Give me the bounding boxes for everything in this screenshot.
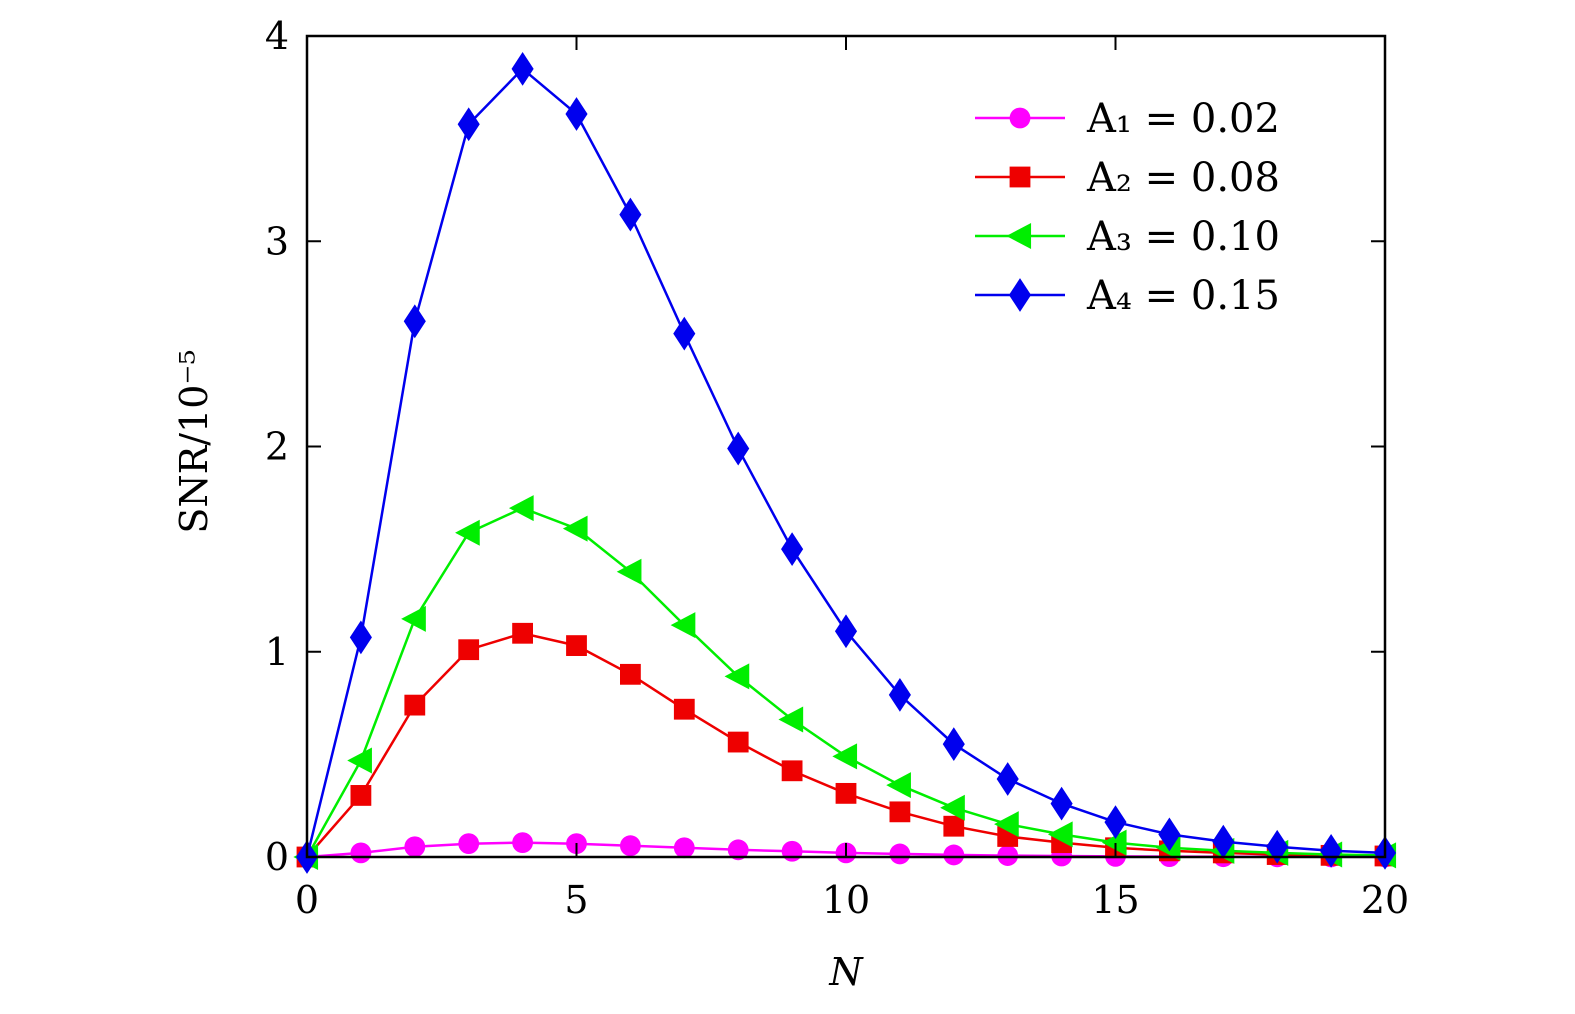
series-2-point — [620, 663, 641, 685]
legend-item: A₁ = 0.02 — [975, 96, 1280, 142]
y-tick-label: 1 — [265, 630, 289, 674]
series-3-point — [401, 605, 426, 632]
series-4-point — [1266, 829, 1289, 864]
series-3-point — [940, 794, 965, 821]
series-1-point — [781, 840, 803, 862]
legend-label: A₃ = 0.10 — [1086, 214, 1280, 260]
series-1-point — [943, 844, 965, 866]
x-tick-label: 20 — [1361, 878, 1409, 922]
legend-marker — [1006, 223, 1032, 249]
series-3 — [293, 495, 1397, 870]
series-2-point — [566, 635, 587, 656]
series-4-point — [834, 614, 858, 649]
series-4-point — [457, 107, 480, 142]
series-2-point — [781, 760, 803, 782]
y-tick-label: 0 — [265, 835, 289, 879]
series-1-point — [727, 839, 749, 861]
series-2-point — [458, 639, 480, 661]
series-3-point — [455, 519, 480, 546]
series-3-point — [508, 495, 534, 522]
series-1-point — [673, 837, 695, 859]
series-3-point — [724, 663, 750, 690]
series-4-point — [727, 431, 750, 466]
series-1-point — [350, 842, 372, 864]
series-2-point — [673, 698, 695, 720]
series-2 — [296, 622, 1396, 868]
legend-marker — [1009, 107, 1031, 129]
series-3-point — [832, 743, 858, 770]
x-tick-label: 15 — [1091, 878, 1139, 922]
series-3-point — [1101, 829, 1127, 856]
x-tick-label: 5 — [564, 878, 588, 922]
series-4-point — [1212, 824, 1235, 859]
y-tick-label: 3 — [265, 219, 289, 263]
series-4-point — [565, 97, 588, 131]
x-tick-label: 0 — [295, 878, 319, 922]
series-2-point — [943, 815, 965, 837]
series-3-point — [347, 747, 372, 774]
series-4-point — [1104, 805, 1127, 840]
series-1-point — [620, 835, 641, 857]
y-tick-label: 4 — [265, 14, 289, 58]
series-4 — [295, 51, 1397, 874]
series-4-point — [996, 762, 1019, 796]
legend-label: A₂ = 0.08 — [1086, 155, 1280, 201]
series-4-point — [403, 304, 426, 339]
series-1-point — [512, 832, 533, 854]
legend-marker — [1008, 278, 1032, 312]
series-4-point — [888, 677, 911, 712]
x-tick-label: 10 — [822, 878, 870, 922]
series-4-point — [781, 532, 804, 567]
series-2-point — [404, 694, 426, 716]
series-3-point — [886, 772, 911, 799]
legend-label: A₁ = 0.02 — [1086, 96, 1280, 142]
series-4-point — [349, 620, 372, 655]
series-4-point — [511, 51, 534, 86]
y-axis-title: SNR/10⁻⁵ — [172, 349, 216, 533]
series-4-point — [673, 316, 696, 351]
series-1-point — [997, 845, 1019, 866]
series-1-point — [889, 843, 911, 865]
series-2-point — [512, 622, 533, 644]
series-2-point — [889, 801, 911, 823]
series-4-point — [1158, 817, 1181, 852]
series-4-point — [942, 727, 965, 762]
series-2-point — [835, 782, 857, 804]
series-3-point — [670, 612, 696, 639]
legend-label: A₄ = 0.15 — [1086, 273, 1280, 319]
legend-item: A₄ = 0.15 — [975, 273, 1280, 319]
series-3-point — [994, 811, 1019, 838]
series-1-point — [404, 836, 426, 858]
legend: A₁ = 0.02 A₂ = 0.08 A₃ = 0.10 A₄ = 0.15 — [975, 96, 1280, 319]
series-2-point — [727, 731, 749, 753]
ticks-layer: 0 5 10 15 20 0 1 2 3 4 — [265, 14, 1409, 922]
legend-item: A₃ = 0.10 — [975, 214, 1280, 260]
series-4-point — [619, 197, 642, 232]
series-3-point — [616, 558, 642, 585]
y-tick-label: 2 — [265, 425, 289, 469]
series-4-point — [1320, 833, 1343, 868]
series-2-point — [350, 785, 372, 806]
series-3-point — [778, 706, 804, 733]
series-3-point — [562, 515, 588, 542]
series-1-point — [458, 833, 480, 855]
series-4-point — [1050, 786, 1073, 821]
legend-item: A₂ = 0.08 — [975, 155, 1280, 201]
series-2-line — [306, 632, 1386, 858]
series-3-point — [1047, 821, 1073, 848]
series-layer — [293, 51, 1397, 874]
legend-marker — [1009, 166, 1031, 188]
series-3-line — [305, 506, 1386, 858]
x-axis-title: N — [828, 950, 864, 994]
